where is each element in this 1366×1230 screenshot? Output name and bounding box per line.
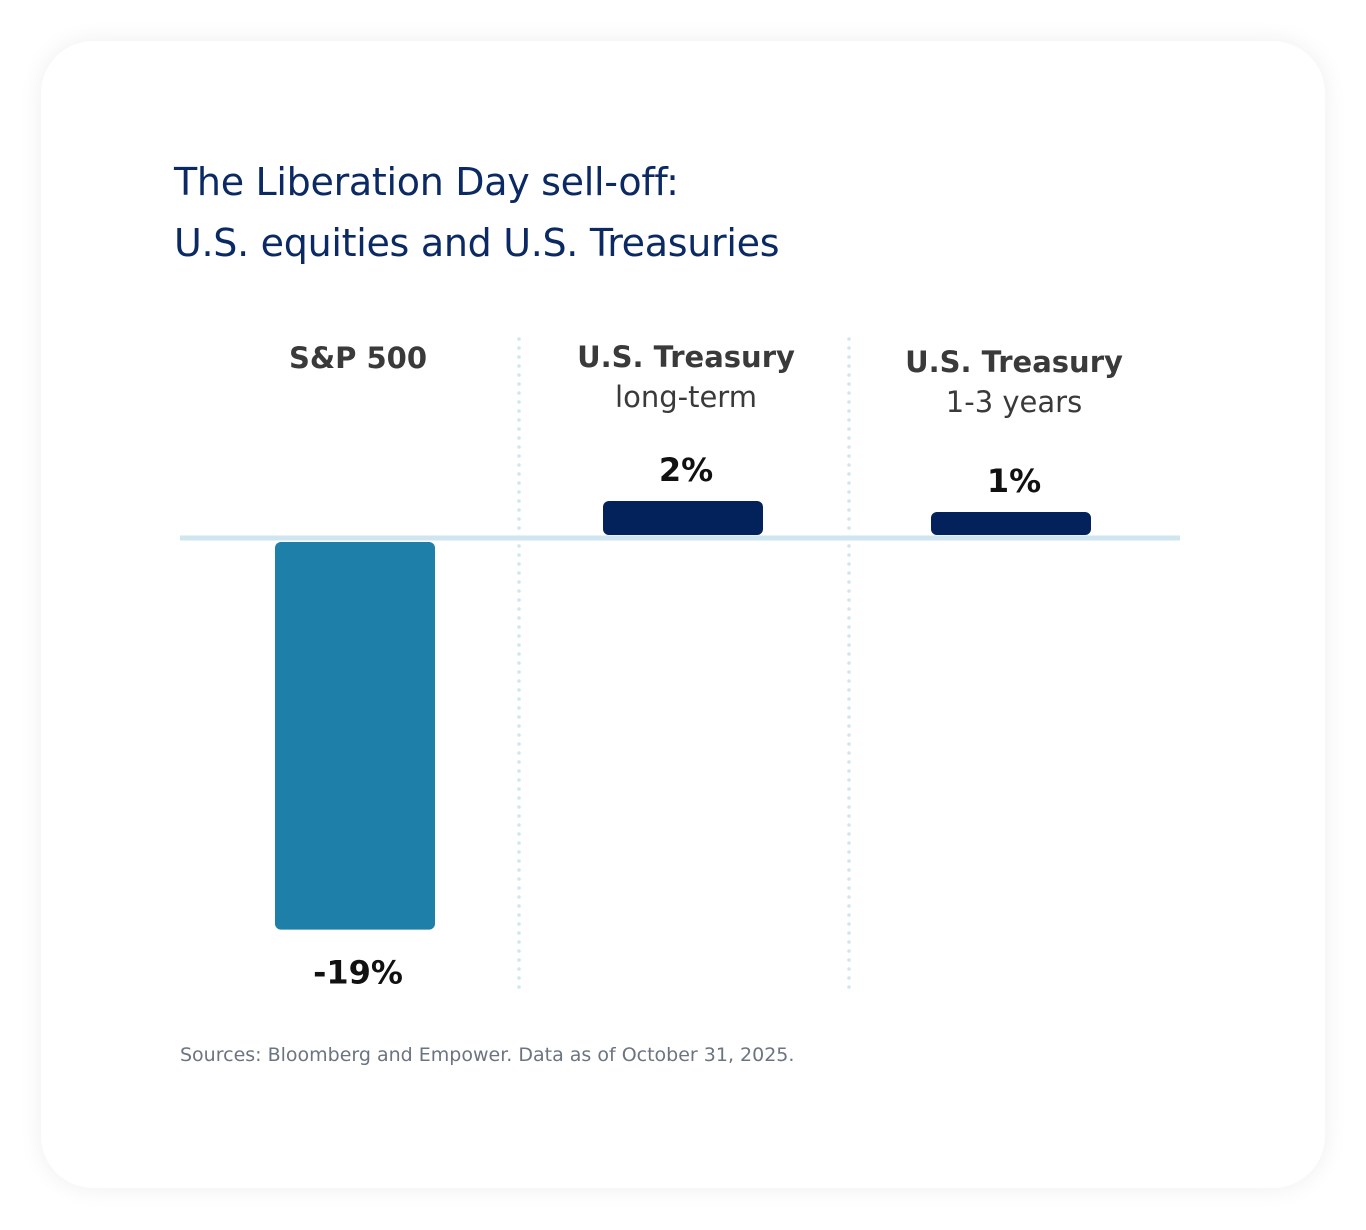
source-note: Sources: Bloomberg and Empower. Data as … xyxy=(180,1044,795,1066)
category-label-1: S&P 500 xyxy=(289,341,427,375)
bar-3 xyxy=(931,512,1091,535)
data-label-2: 2% xyxy=(659,451,713,489)
chart-card xyxy=(41,41,1325,1188)
bar-1 xyxy=(275,542,435,930)
category-sublabel-2: long-term xyxy=(615,380,757,414)
bar-2 xyxy=(603,501,763,535)
category-sublabel-3: 1-3 years xyxy=(946,385,1082,419)
chart-title-line-2: U.S. equities and U.S. Treasuries xyxy=(174,221,780,265)
category-label-3: U.S. Treasury xyxy=(905,345,1123,379)
category-label-2: U.S. Treasury xyxy=(577,340,795,374)
chart-title-line-1: The Liberation Day sell-off: xyxy=(174,160,679,204)
data-label-3: 1% xyxy=(987,462,1041,500)
chart-title: The Liberation Day sell-off: U.S. equiti… xyxy=(174,152,780,274)
data-label-1: -19% xyxy=(313,954,403,992)
